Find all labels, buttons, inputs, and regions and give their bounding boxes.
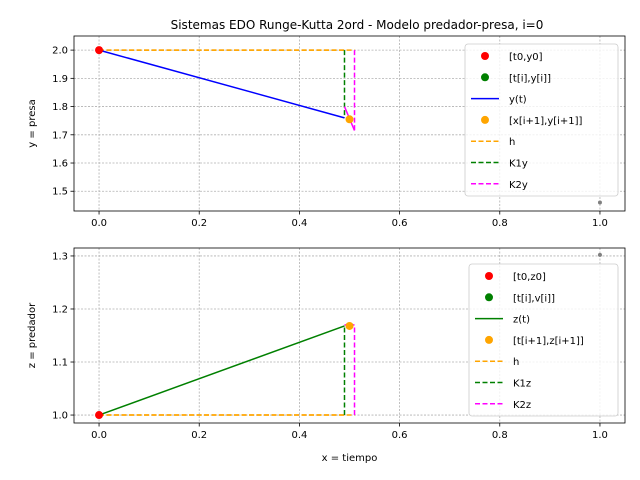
panel2-y-tick-label: 1.2 (52, 304, 68, 315)
panel2-solution-line (98, 325, 345, 416)
panel1-x-tick-label: 0.2 (191, 218, 207, 229)
panel1-legend-label: y(t) (509, 95, 527, 106)
panel1-solution-line (98, 49, 345, 119)
panel1-y-tick-label: 1.8 (52, 102, 68, 113)
panel1-legend-label: K2y (509, 180, 528, 191)
panel1-legend-label: [x[i+1],y[i+1]] (509, 116, 583, 127)
panel2-legend-label: K1z (513, 379, 531, 390)
panel1-legend-marker (481, 115, 489, 124)
panel2-legend-label: [t[i],v[i]] (513, 293, 555, 304)
panel2-y-axis-label: z = predador (27, 302, 38, 368)
panel1-y-tick-label: 2.0 (52, 46, 68, 57)
panel2-y-tick-label: 1.3 (52, 251, 68, 262)
panel1-legend-label: [t0,y0] (509, 52, 543, 63)
panel2-next-point (345, 321, 354, 330)
panel2-legend-box (468, 263, 619, 417)
panel1-x-tick-label: 1.0 (592, 218, 608, 229)
panel1-x-tick-label: 0.4 (291, 218, 307, 229)
panel2-y-tick-label: 1.0 (52, 411, 68, 422)
panel2-legend-label: [t[i+1],z[i+1]] (513, 336, 584, 347)
panel2-legend-label: [t0,z0] (513, 272, 546, 283)
panel2-ghost-point (597, 252, 602, 257)
panel2-x-tick-label: 0.2 (191, 430, 207, 441)
panel1-y-tick-label: 1.6 (52, 159, 68, 170)
panel2-x-tick-label: 0.4 (291, 430, 307, 441)
panel1-legend-label: [t[i],y[i]] (509, 73, 551, 84)
panel2-legend-marker (485, 272, 493, 280)
panel1-y-tick-label: 1.7 (52, 130, 68, 141)
panel1-axes-frame (73, 35, 626, 212)
panel1-legend-label: K1y (509, 159, 528, 170)
panel2-legend-marker (485, 335, 493, 344)
panel1-legend-marker (481, 52, 489, 60)
panel2-legend-label: z(t) (513, 315, 530, 326)
panel1-ghost-point (597, 200, 602, 205)
panel2-x-tick-label: 0.8 (492, 430, 508, 441)
panel2-x-tick-label: 0.0 (91, 430, 107, 441)
panel2-x-tick-label: 0.6 (392, 430, 408, 441)
panel2-current-point (96, 412, 103, 419)
panel1-y-tick-label: 1.5 (52, 187, 68, 198)
panel1-legend-label: h (509, 137, 515, 148)
panel2-axes-frame (73, 247, 626, 424)
panel2-legend-marker (485, 293, 493, 302)
x-axis-label: x = tiempo (322, 453, 378, 464)
panel2-legend-label: K2z (513, 400, 531, 411)
panel1-current-point (96, 47, 103, 54)
panel1-x-tick-label: 0.0 (91, 218, 107, 229)
panel2-x-tick-label: 1.0 (592, 430, 608, 441)
chart-title: Sistemas EDO Runge-Kutta 2ord - Modelo p… (171, 18, 544, 32)
panel2-y-tick-label: 1.1 (52, 358, 68, 369)
panel1-x-tick-label: 0.6 (392, 218, 408, 229)
panel2-legend-label: h (513, 357, 519, 368)
panel1-next-point (345, 115, 354, 124)
panel1-legend-box (464, 43, 619, 197)
panel1-y-tick-label: 1.9 (52, 74, 68, 85)
panel1-y-axis-label: y = presa (27, 99, 38, 147)
panel1-x-tick-label: 0.8 (492, 218, 508, 229)
panel1-legend-marker (481, 73, 489, 82)
